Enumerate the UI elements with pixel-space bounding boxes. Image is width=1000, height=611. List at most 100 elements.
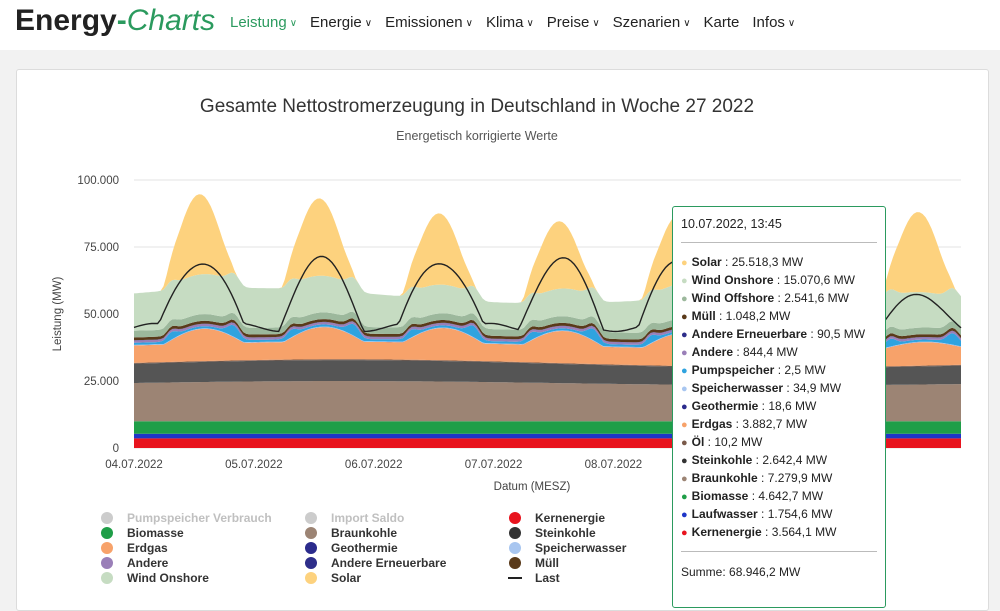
- tooltip-series-name: Öl: [691, 435, 705, 449]
- nav-item-label: Szenarien: [612, 13, 681, 31]
- legend-symbol: [101, 542, 113, 554]
- tooltip-separator: :: [774, 363, 785, 377]
- tooltip-series-value: 3.882,7 MW: [742, 417, 808, 431]
- nav-item-energie[interactable]: Energie ∨: [310, 14, 372, 31]
- tooltip-row: ● Andere Erneuerbare : 90,5 MW: [681, 325, 865, 344]
- legend-item-label[interactable]: Last: [535, 571, 560, 585]
- x-axis-label: Datum (MESZ): [494, 481, 571, 493]
- tooltip-dot-icon: ●: [681, 347, 688, 359]
- legend-symbol: [509, 527, 521, 539]
- main-nav: Leistung ∨ Energie ∨ Emissionen ∨ Klima ∨ Preise…: [230, 0, 808, 44]
- tooltip-series-value: 25.518,3 MW: [731, 255, 804, 269]
- chart-subtitle: Energetisch korrigierte Werte: [396, 129, 558, 143]
- tooltip-divider: [681, 551, 877, 552]
- y-tick-label: 50.000: [84, 309, 119, 321]
- chart-tooltip: 10.07.2022, 13:45 ● Solar : 25.518,3 MW ● W…: [672, 206, 886, 608]
- legend-symbol: [101, 527, 113, 539]
- y-tick-label: 75.000: [84, 242, 119, 254]
- y-tick-label: 100.000: [77, 175, 119, 187]
- legend-item-label[interactable]: Steinkohle: [535, 526, 596, 540]
- tooltip-series-value: 7.279,9 MW: [767, 471, 833, 485]
- tooltip-row: ● Pumpspeicher : 2,5 MW: [681, 361, 826, 380]
- nav-item-preise[interactable]: Preise ∨: [547, 14, 600, 31]
- brand-logo[interactable]: Energy-Charts: [15, 4, 215, 38]
- tooltip-series-name: Wind Offshore: [691, 291, 775, 305]
- tooltip-separator: :: [721, 255, 732, 269]
- tooltip-row: ● Biomasse : 4.642,7 MW: [681, 487, 823, 506]
- tooltip-sum-label: Summe: [681, 565, 723, 579]
- nav-item-emissionen[interactable]: Emissionen ∨: [385, 14, 473, 31]
- y-tick-label: 0: [113, 443, 119, 455]
- legend-item-label[interactable]: Braunkohle: [331, 526, 397, 540]
- nav-item-klima[interactable]: Klima ∨: [486, 14, 534, 31]
- legend-item-label[interactable]: Andere Erneuerbare: [331, 556, 447, 570]
- legend-item-label[interactable]: Solar: [331, 571, 361, 585]
- nav-item-szenarien[interactable]: Szenarien ∨: [613, 14, 691, 31]
- nav-item-infos[interactable]: Infos ∨: [752, 14, 795, 31]
- brand-part1: Energy: [15, 4, 117, 37]
- top-navbar: Energy-Charts Leistung ∨ Energie ∨ Emissione…: [0, 0, 1000, 50]
- tooltip-dot-icon: ●: [681, 527, 688, 539]
- legend-symbol: [101, 512, 113, 524]
- legend-item-label[interactable]: Biomasse: [127, 526, 184, 540]
- chart-title: Gesamte Nettostromerzeugung in Deutschla…: [200, 96, 754, 117]
- tooltip-series-name: Solar: [691, 255, 722, 269]
- legend-item-label[interactable]: Kernenergie: [535, 511, 605, 525]
- tooltip-dot-icon: ●: [681, 257, 688, 269]
- legend-symbol: [305, 542, 317, 554]
- nav-item-label: Emissionen: [385, 13, 463, 31]
- legend-symbol: [305, 512, 317, 524]
- x-tick-label: 04.07.2022: [105, 459, 163, 471]
- tooltip-separator: :: [758, 399, 769, 413]
- tooltip-series-name: Kernenergie: [691, 525, 762, 539]
- tooltip-series-name: Geothermie: [691, 399, 759, 413]
- nav-item-karte[interactable]: Karte: [704, 14, 740, 31]
- tooltip-separator: :: [774, 291, 785, 305]
- tooltip-dot-icon: ●: [681, 401, 688, 413]
- legend-item-label[interactable]: Erdgas: [127, 541, 168, 555]
- tooltip-dot-icon: ●: [681, 473, 688, 485]
- tooltip-row: ● Speicherwasser : 34,9 MW: [681, 379, 841, 398]
- tooltip-series-value: 1.048,2 MW: [725, 309, 791, 323]
- tooltip-row: ● Müll : 1.048,2 MW: [681, 307, 790, 326]
- tooltip-series-value: 844,4 MW: [743, 345, 798, 359]
- nav-item-label: Karte: [703, 13, 740, 31]
- tooltip-series-value: 3.564,1 MW: [771, 525, 837, 539]
- tooltip-series-name: Andere: [691, 345, 733, 359]
- tooltip-series-value: 90,5 MW: [817, 327, 866, 341]
- tooltip-separator: :: [748, 489, 759, 503]
- legend-symbol: [509, 512, 521, 524]
- chevron-down-icon: ∨: [364, 17, 373, 29]
- tooltip-dot-icon: ●: [681, 455, 688, 467]
- y-axis-label: Leistung (MW): [52, 276, 64, 351]
- tooltip-dot-icon: ●: [681, 293, 688, 305]
- tooltip-row: ● Solar : 25.518,3 MW: [681, 253, 803, 272]
- legend-symbol: [305, 572, 317, 584]
- tooltip-dot-icon: ●: [681, 329, 688, 341]
- tooltip-series-name: Müll: [691, 309, 716, 323]
- legend-item-label[interactable]: Müll: [535, 556, 559, 570]
- legend-item-label[interactable]: Pumpspeicher Verbrauch: [127, 511, 272, 525]
- x-tick-label: 08.07.2022: [585, 459, 643, 471]
- legend-item-label[interactable]: Andere: [127, 556, 169, 570]
- legend-symbol: [101, 557, 113, 569]
- tooltip-separator: :: [722, 565, 730, 579]
- tooltip-row: ● Geothermie : 18,6 MW: [681, 397, 816, 416]
- tooltip-row: ● Andere : 844,4 MW: [681, 343, 798, 362]
- tooltip-separator: :: [773, 273, 784, 287]
- legend-item-label[interactable]: Import Saldo: [331, 511, 404, 525]
- tooltip-divider: [681, 242, 877, 243]
- y-tick-label: 25.000: [84, 376, 119, 388]
- tooltip-separator: :: [752, 453, 763, 467]
- tooltip-series-value: 4.642,7 MW: [758, 489, 824, 503]
- tooltip-dot-icon: ●: [681, 437, 688, 449]
- nav-item-leistung[interactable]: Leistung ∨: [230, 14, 297, 31]
- legend-item-label[interactable]: Geothermie: [331, 541, 398, 555]
- tooltip-dot-icon: ●: [681, 419, 688, 431]
- tooltip-row: ● Erdgas : 3.882,7 MW: [681, 415, 807, 434]
- legend-item-label[interactable]: Speicherwasser: [535, 541, 627, 555]
- legend-symbol: [509, 557, 521, 569]
- tooltip-separator: :: [715, 309, 726, 323]
- legend-item-label[interactable]: Wind Onshore: [127, 571, 209, 585]
- tooltip-series-name: Andere Erneuerbare: [691, 327, 808, 341]
